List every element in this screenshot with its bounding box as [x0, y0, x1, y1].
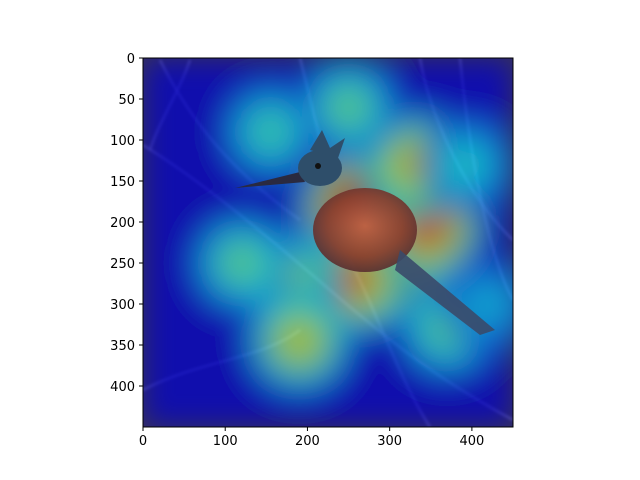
heat-blob: [332, 90, 365, 124]
x-tick-label: 0: [139, 434, 147, 449]
y-tick-label: 400: [110, 380, 135, 395]
heat-blob: [281, 323, 317, 359]
y-tick-label: 0: [127, 52, 135, 67]
x-axis: 0 100 200 300 400: [139, 427, 484, 449]
y-tick-label: 350: [110, 339, 135, 354]
kingfisher-bird: [235, 130, 495, 335]
y-tick-label: 250: [110, 257, 135, 272]
y-tick-label: 300: [110, 298, 135, 313]
y-tick-label: 200: [110, 216, 135, 231]
x-tick-label: 300: [377, 434, 402, 449]
heatmap-plot-area: [143, 58, 513, 427]
heat-blob: [225, 246, 259, 280]
x-tick-label: 100: [213, 434, 238, 449]
x-tick-label: 400: [459, 434, 484, 449]
axes-frame: [142, 57, 514, 428]
heat-blob: [473, 288, 504, 320]
y-tick-label: 150: [110, 175, 135, 190]
y-axis: 0 50 100 150 200 250 300 350 400: [110, 52, 143, 395]
x-tick-label: 200: [295, 434, 320, 449]
y-tick-label: 100: [110, 134, 135, 149]
y-tick-label: 50: [118, 93, 135, 108]
heat-blob: [452, 148, 484, 181]
heat-blob: [254, 115, 287, 148]
